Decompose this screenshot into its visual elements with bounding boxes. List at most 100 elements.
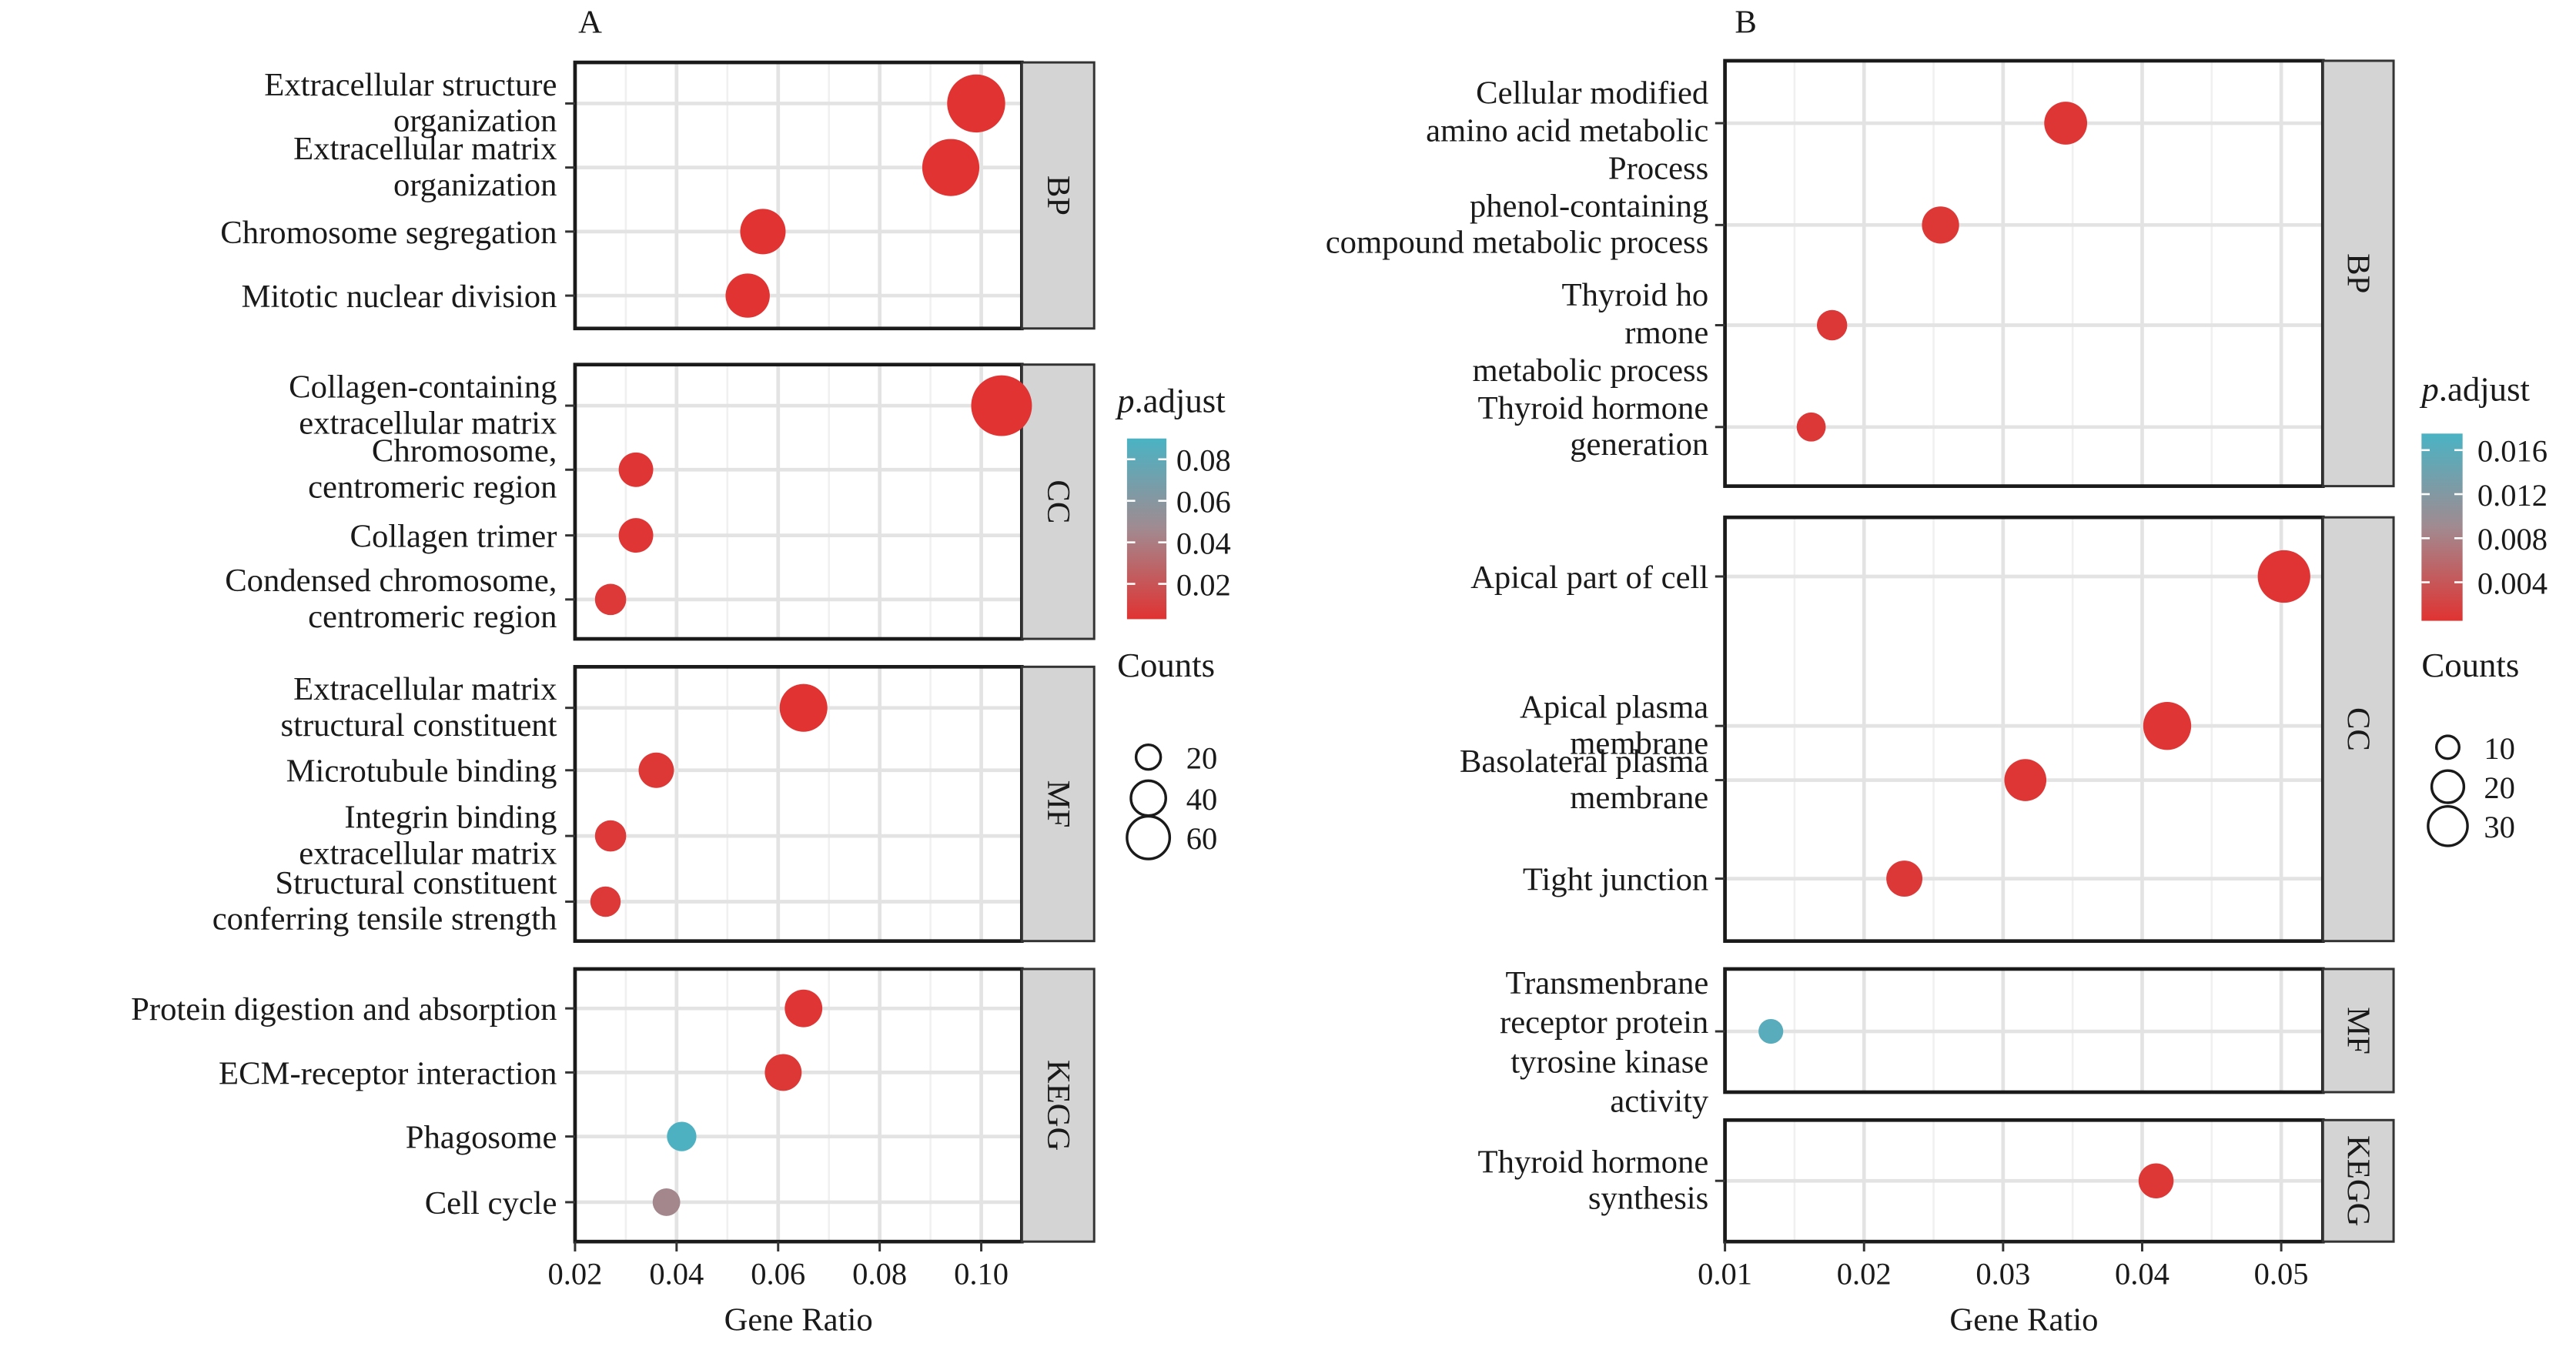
y-tick-label: Extracellular structure (264, 67, 557, 103)
facet-strip (2321, 59, 2395, 488)
y-tick-label: phenol-containing (1470, 189, 1708, 225)
legend-size-circle (1129, 779, 1167, 817)
legend-size-circle (1134, 743, 1163, 771)
x-tick-label: 0.05 (2254, 1257, 2309, 1292)
y-tick-label: Apical plasma (1520, 689, 1708, 725)
x-tick-label: 0.03 (1975, 1257, 2030, 1292)
y-tick-label: activity (1610, 1084, 1709, 1120)
legend-size-title: Counts (1117, 646, 1215, 684)
data-point (725, 273, 770, 318)
y-tick-label: Cell cycle (425, 1185, 557, 1221)
y-tick-label: Thyroid hormone (1478, 1144, 1709, 1181)
y-tick-label: Microtubule binding (286, 754, 557, 790)
legend-size-label: 20 (2484, 770, 2515, 805)
y-tick-label: compound metabolic process (1326, 225, 1709, 261)
legend-size-label: 10 (2484, 731, 2515, 766)
facet-strip (1020, 967, 1096, 1243)
panel-label: B (1735, 5, 1756, 41)
x-axis-label: Gene Ratio (1949, 1302, 2098, 1338)
y-tick-label: Structural constituent (275, 865, 557, 901)
legend-size-label: 20 (1186, 741, 1218, 776)
facet-strip-label: MF (1040, 780, 1076, 828)
data-point (594, 820, 627, 852)
facet-strip-label: BP (2340, 253, 2377, 293)
y-tick-label: Process (1608, 151, 1708, 187)
y-tick-label: organization (393, 167, 557, 203)
legend-color-tick-label: 0.04 (1176, 526, 1231, 561)
y-tick-label: Collagen trimer (350, 519, 557, 555)
data-point (2004, 759, 2047, 801)
y-tick-label: receptor protein (1500, 1004, 1708, 1041)
facet-background (1725, 517, 2323, 941)
x-tick-label: 0.10 (954, 1257, 1009, 1292)
x-axis-label: Gene Ratio (724, 1302, 873, 1338)
facet-KEGG: KEGG Protein digestion and absorption ECM-… (131, 967, 1096, 1244)
y-tick-label: amino acid metabolic (1426, 113, 1708, 149)
data-point (785, 989, 823, 1028)
facet-strip (1020, 61, 1096, 330)
data-point (922, 139, 980, 196)
facet-strip-label: KEGG (1040, 1060, 1076, 1151)
facet-background (574, 364, 1022, 640)
y-tick-label: Extracellular matrix (293, 671, 557, 707)
data-point (2257, 550, 2310, 603)
y-tick-label: generation (1570, 426, 1708, 463)
y-tick-label: Transmenbrane (1505, 965, 1708, 1001)
legend-size-circle (1126, 814, 1172, 860)
data-point (1758, 1018, 1784, 1044)
data-point (740, 209, 786, 255)
legend-size-label: 60 (1186, 821, 1218, 856)
legend-size-circle (2427, 804, 2469, 847)
y-tick-label: extracellular matrix (299, 835, 557, 871)
y-tick-label: membrane (1570, 780, 1708, 816)
x-tick-label: 0.01 (1698, 1257, 1752, 1292)
x-tick-label: 0.08 (852, 1257, 907, 1292)
y-tick-label: Thyroid hormone (1478, 390, 1709, 426)
facet-strip (2321, 1118, 2395, 1243)
data-point (1816, 309, 1848, 341)
y-tick-label: centromeric region (308, 469, 557, 506)
facet-strip-label: CC (1040, 480, 1076, 523)
legend-color-tick-label: 0.08 (1176, 443, 1231, 478)
data-point (947, 74, 1005, 133)
x-tick-label: 0.04 (649, 1257, 704, 1292)
data-point (2138, 1163, 2174, 1198)
y-tick-label: structural constituent (281, 707, 557, 744)
y-tick-label: Extracellular matrix (293, 131, 557, 167)
data-point (618, 518, 654, 553)
y-tick-label: membrane (1570, 725, 1708, 761)
data-point (2143, 701, 2192, 750)
facet-strip-label: KEGG (2340, 1135, 2377, 1226)
legend-color-tick-label: 0.012 (2477, 478, 2548, 513)
facet-strip-label: CC (2340, 707, 2377, 751)
legend-color-tick-label: 0.004 (2477, 566, 2548, 600)
legend-color-tick-label: 0.02 (1176, 568, 1231, 603)
y-tick-label: Tight junction (1523, 862, 1708, 898)
y-tick-label: Condensed chromosome, (225, 563, 557, 599)
y-tick-label: Phagosome (406, 1120, 557, 1156)
legend-size-label: 30 (2484, 810, 2515, 844)
legend-color-tick-label: 0.06 (1176, 485, 1231, 520)
legend-size-circle (2430, 769, 2466, 804)
y-tick-label: Basolateral plasma (1460, 744, 1708, 780)
y-tick-label: ECM-receptor interaction (219, 1055, 557, 1091)
y-tick-label: extracellular matrix (299, 405, 557, 441)
facet-strip (1020, 665, 1096, 943)
panel-label: A (578, 5, 602, 41)
data-point (1796, 412, 1826, 442)
legend: p.adjust 0.08 0.06 0.04 0.02 Counts 20 40 60 (1115, 382, 1231, 860)
data-point (971, 375, 1032, 436)
legend-color-title: p.adjust (2419, 370, 2530, 409)
y-tick-label: Chromosome segregation (220, 215, 557, 251)
data-point (1922, 206, 1959, 244)
